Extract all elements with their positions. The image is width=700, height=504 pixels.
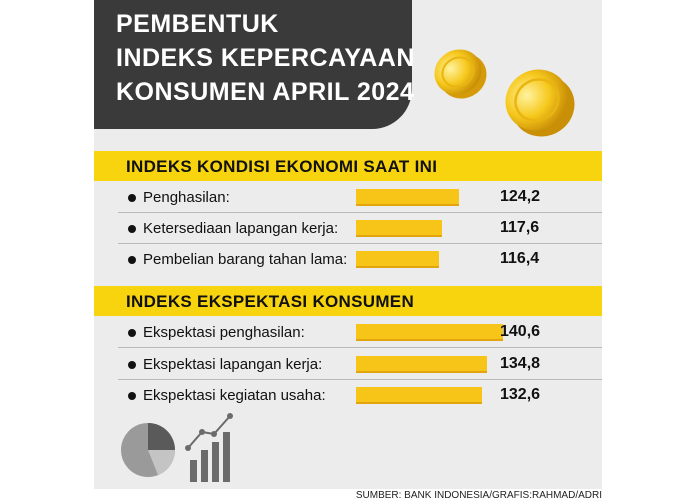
section-bar-current-conditions [94, 151, 602, 181]
bar-row: Penghasilan: 124,2 [118, 183, 602, 213]
data-label: 134,8 [500, 355, 541, 372]
bullet-icon [128, 225, 136, 233]
bullet-icon [128, 329, 136, 337]
category-label: Ekspektasi lapangan kerja: [143, 356, 323, 373]
data-label: 140,6 [500, 323, 541, 340]
section-bar-expectations [94, 286, 602, 316]
bullet-icon [128, 361, 136, 369]
coins-icon [434, 49, 575, 137]
row-divider [118, 243, 602, 244]
data-label: 124,2 [500, 188, 541, 205]
section-title-current-conditions: INDEKS KONDISI EKONOMI SAAT INI [126, 157, 438, 176]
bullet-icon [128, 392, 136, 400]
title-line-3: KONSUMEN APRIL 2024 [116, 78, 415, 106]
data-label: 117,6 [500, 219, 540, 236]
bar [356, 251, 439, 268]
category-label: Ekspektasi kegiatan usaha: [143, 387, 326, 404]
row-divider [118, 212, 602, 213]
bar-row: Ketersediaan lapangan kerja: 117,6 [118, 214, 602, 244]
category-label: Ketersediaan lapangan kerja: [143, 220, 339, 237]
category-label: Pembelian barang tahan lama: [143, 251, 348, 268]
bullet-icon [128, 256, 136, 264]
growth-bar-chart-icon [185, 413, 233, 482]
bar-row: Ekspektasi penghasilan: 140,6 [118, 318, 602, 348]
row-divider [118, 347, 602, 348]
bar-row: Ekspektasi kegiatan usaha: 132,6 [118, 381, 602, 411]
section-title-expectations: INDEKS EKSPEKTASI KONSUMEN [126, 292, 415, 311]
title-line-1: PEMBENTUK [116, 10, 279, 38]
row-divider [118, 379, 602, 380]
title-line-2: INDEKS KEPERCAYAAN [116, 44, 415, 72]
bullet-icon [128, 194, 136, 202]
bar [356, 324, 503, 341]
bar [356, 387, 482, 404]
category-label: Penghasilan: [143, 189, 230, 206]
data-label: 116,4 [500, 250, 540, 267]
bar-row: Ekspektasi lapangan kerja: 134,8 [118, 350, 602, 380]
bar [356, 189, 460, 206]
data-label: 132,6 [500, 386, 541, 403]
bar-row: Pembelian barang tahan lama: 116,4 [118, 245, 602, 275]
source-credit: SUMBER: BANK INDONESIA/GRAFIS:RAHMAD/ADR… [355, 490, 602, 501]
pie-chart-icon [121, 423, 175, 477]
title-box [94, 0, 412, 129]
bar [356, 356, 488, 373]
bar [356, 220, 443, 237]
category-label: Ekspektasi penghasilan: [143, 324, 305, 341]
decorative-chart-icons [121, 413, 233, 482]
